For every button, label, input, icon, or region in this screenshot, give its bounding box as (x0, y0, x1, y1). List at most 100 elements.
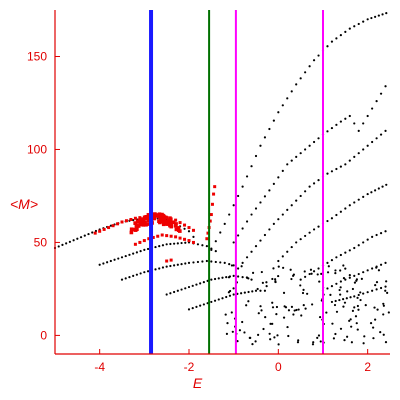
series-13-point (183, 237, 187, 241)
noise-point (231, 330, 234, 333)
series-10-point (379, 263, 383, 266)
series-5-point (228, 213, 231, 216)
noise-point (382, 302, 385, 305)
noise-point (356, 296, 359, 299)
series-8-point (357, 198, 360, 201)
series-10-point (330, 285, 334, 288)
series-2-point (187, 261, 191, 264)
series-6-point (245, 220, 249, 223)
series-3-point (210, 278, 213, 281)
series-2-point (146, 270, 150, 273)
noise-point (311, 303, 314, 306)
series-10-point (384, 261, 387, 264)
noise-point (364, 304, 367, 307)
series-1-point (139, 250, 142, 253)
series-3-point (195, 283, 198, 286)
series-11-point (353, 295, 356, 298)
series-2-point (135, 273, 138, 276)
series-9-point (308, 272, 311, 276)
noise-point (286, 325, 289, 329)
series-0-point (79, 236, 83, 239)
series-5-point (281, 104, 284, 107)
noise-point (275, 313, 278, 316)
noise-point (346, 290, 349, 293)
noise-point (265, 285, 268, 288)
noise-point (343, 301, 347, 304)
series-8-point (370, 191, 373, 194)
series-5-point (317, 54, 320, 57)
series-1-point (135, 251, 138, 254)
series-1-point (169, 242, 172, 246)
x-axis-title: E (193, 375, 203, 391)
noise-point (230, 264, 234, 267)
series-5-point (353, 25, 356, 28)
series-9-point (375, 233, 378, 237)
series-5-point (366, 18, 369, 21)
red-cluster-point (160, 215, 165, 220)
x-tick-label: -2 (184, 360, 195, 374)
series-7-point (277, 218, 280, 221)
noise-point (271, 306, 275, 309)
series-2-point (128, 276, 131, 279)
series-12-point (116, 222, 120, 226)
series-12-point (133, 216, 137, 220)
series-5-point (259, 144, 262, 147)
series-2-point (173, 264, 176, 267)
noise-point (316, 336, 319, 339)
red-cluster-point (174, 222, 178, 226)
noise-point (236, 340, 239, 343)
noise-point (387, 311, 390, 314)
red-cluster-point (159, 218, 163, 222)
noise-point (289, 268, 292, 271)
series-5-point (381, 13, 384, 16)
series-6-point (384, 85, 387, 88)
series-3-point (213, 277, 217, 281)
noise-point (382, 304, 385, 307)
series-7-point (290, 204, 293, 207)
series-8-point (308, 231, 311, 234)
red-cluster-point (166, 222, 170, 226)
series-0-point (65, 242, 68, 245)
series-0-point (94, 229, 98, 233)
series-6-point (326, 130, 329, 133)
series-6-point (295, 155, 298, 158)
noise-point (245, 304, 248, 307)
noise-point (306, 292, 309, 295)
series-11-point (342, 298, 345, 301)
series-4-point (187, 308, 191, 311)
series-4-point (221, 297, 224, 300)
noise-point (274, 280, 277, 283)
red-cluster-point (171, 220, 176, 225)
series-2-point (196, 260, 200, 264)
series-7-point (335, 167, 338, 171)
noise-point (257, 312, 260, 315)
series-1-point (201, 244, 204, 247)
noise-point (274, 278, 277, 281)
noise-point (338, 288, 341, 292)
noise-point (260, 270, 263, 274)
red-cluster-point (140, 222, 144, 227)
series-2-point (154, 268, 157, 271)
series-6-point (312, 140, 316, 144)
noise-point (318, 315, 322, 319)
chart-axes (54, 10, 390, 355)
red-cluster-point (140, 217, 145, 221)
noise-point (334, 332, 337, 336)
series-4-point (240, 292, 243, 295)
series-1-point (173, 242, 176, 245)
series-11-point (334, 299, 337, 303)
noise-point (339, 269, 342, 272)
series-5-point (214, 240, 217, 243)
series-15-point (205, 237, 209, 241)
noise-point (350, 325, 353, 328)
red-cluster-point (161, 213, 165, 218)
noise-point (375, 280, 379, 284)
series-0-point (76, 237, 79, 240)
series-5-point (348, 27, 351, 30)
red-cluster-point (151, 213, 156, 218)
series-5-point (268, 127, 271, 131)
series-8-point (362, 195, 365, 198)
series-7-point (250, 250, 253, 253)
series-4-point (202, 303, 205, 306)
noise-point (325, 311, 328, 314)
